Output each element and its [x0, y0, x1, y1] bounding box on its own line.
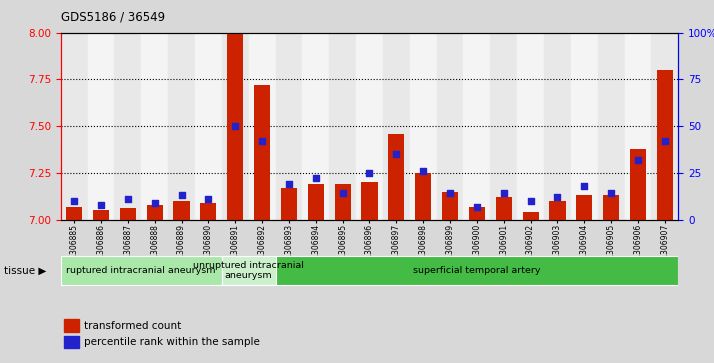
Point [176, 192, 187, 198]
Text: transformed count: transformed count [84, 321, 181, 331]
Bar [114, 33, 141, 220]
Bar [66, 207, 82, 220]
Bar [463, 33, 491, 220]
Bar [61, 256, 222, 285]
Bar [437, 33, 463, 220]
Point [95, 202, 106, 208]
Bar [442, 192, 458, 220]
Bar [174, 201, 190, 220]
Bar [195, 33, 222, 220]
Bar [469, 207, 485, 220]
Point [578, 183, 590, 189]
Bar [603, 195, 619, 220]
Bar [227, 33, 243, 220]
Text: ruptured intracranial aneurysm: ruptured intracranial aneurysm [66, 266, 216, 275]
Bar [276, 256, 678, 285]
Bar [308, 184, 324, 220]
Text: superficial temporal artery: superficial temporal artery [413, 266, 540, 275]
Bar [146, 205, 163, 220]
Point [552, 194, 563, 200]
Text: percentile rank within the sample: percentile rank within the sample [84, 337, 260, 347]
Bar [383, 33, 410, 220]
Point [122, 196, 134, 202]
Point [363, 170, 375, 176]
Text: GDS5186 / 36549: GDS5186 / 36549 [61, 11, 165, 24]
Bar [598, 33, 625, 220]
Bar [329, 33, 356, 220]
Bar [335, 184, 351, 220]
Bar [302, 33, 329, 220]
Bar [141, 33, 168, 220]
Bar [88, 33, 114, 220]
Bar [254, 85, 270, 220]
Point [69, 198, 80, 204]
Bar [657, 70, 673, 220]
Bar [93, 210, 109, 220]
Bar [222, 256, 276, 285]
Bar [281, 188, 297, 220]
Point [203, 196, 214, 202]
Point [633, 157, 644, 163]
Point [605, 191, 617, 196]
Point [256, 138, 268, 144]
Point [337, 191, 348, 196]
Bar [64, 319, 79, 332]
Bar [517, 33, 544, 220]
Bar [651, 33, 678, 220]
Bar [415, 173, 431, 220]
Point [525, 198, 536, 204]
Point [418, 168, 429, 174]
Bar [571, 33, 598, 220]
Bar [388, 134, 404, 220]
Point [659, 138, 670, 144]
Point [471, 204, 483, 209]
Bar [168, 33, 195, 220]
Bar [491, 33, 517, 220]
Point [444, 191, 456, 196]
Bar [496, 197, 512, 220]
Bar [544, 33, 571, 220]
Point [498, 191, 510, 196]
Point [229, 123, 241, 129]
Bar [201, 203, 216, 220]
Bar [64, 336, 79, 348]
Bar [630, 148, 646, 220]
Bar [625, 33, 651, 220]
Bar [576, 195, 593, 220]
Bar [410, 33, 437, 220]
Point [149, 200, 161, 206]
Bar [222, 33, 248, 220]
Bar [61, 33, 88, 220]
Bar [523, 212, 538, 220]
Bar [356, 33, 383, 220]
Point [283, 181, 295, 187]
Bar [248, 33, 276, 220]
Bar [549, 201, 565, 220]
Bar [120, 208, 136, 220]
Bar [276, 33, 302, 220]
Point [391, 151, 402, 157]
Bar [361, 182, 378, 220]
Point [310, 176, 321, 182]
Text: tissue ▶: tissue ▶ [4, 265, 46, 276]
Text: unruptured intracranial
aneurysm: unruptured intracranial aneurysm [193, 261, 304, 280]
